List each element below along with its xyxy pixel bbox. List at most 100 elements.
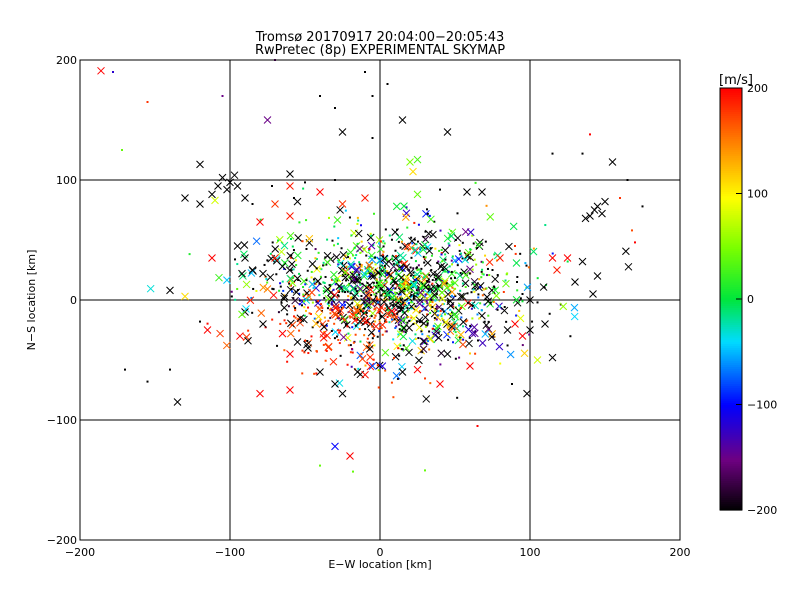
data-point-dot-c325 [415, 243, 418, 246]
colorbar-segment [720, 199, 742, 203]
data-point-dot-c3 [473, 258, 476, 261]
data-point-x-c1351 [296, 314, 305, 323]
data-point-x-c961 [461, 255, 470, 264]
data-point-x-c1252 [358, 354, 367, 363]
data-point-dot-c711 [447, 333, 450, 336]
data-point-x-13 [398, 116, 407, 124]
colorbar-segment [720, 286, 742, 290]
data-point-x-c745 [239, 272, 247, 280]
data-point-x-c1258 [347, 305, 355, 314]
data-point-dot-c354 [359, 269, 362, 272]
data-point-dot-c968 [402, 344, 405, 347]
data-point-x-c1395 [468, 329, 477, 338]
data-point-x-46 [463, 188, 471, 196]
data-point-x-c1222 [400, 324, 408, 332]
data-point-x-112 [338, 389, 347, 398]
data-point-dot-c1284 [362, 310, 365, 313]
data-point-dot-c1377 [455, 334, 458, 337]
data-point-x-66 [578, 257, 587, 266]
colorbar-segment [720, 193, 742, 197]
colorbar-segment [720, 109, 742, 112]
data-point-dot-c470 [288, 282, 291, 285]
data-point-dot-c32 [410, 236, 413, 239]
data-point-dot-c1308 [431, 327, 434, 330]
data-point-dot-c651 [422, 235, 425, 238]
data-point-dot-c1151 [368, 309, 371, 312]
data-point-dot-c647 [496, 308, 499, 311]
colorbar-segment [720, 343, 742, 347]
colorbar-segment [720, 138, 742, 142]
colorbar-segment [720, 322, 742, 325]
data-point-x-c1121 [327, 295, 336, 303]
data-point-dot-c248 [388, 234, 391, 237]
data-point-x-26 [196, 200, 204, 208]
data-point-x-c1389 [451, 312, 460, 321]
data-point-x-c579 [427, 215, 435, 224]
colorbar-segment [720, 332, 742, 336]
data-point-dot-c370 [355, 254, 358, 257]
data-point-dot-c1397 [301, 240, 304, 243]
data-point-x-c790 [349, 284, 357, 293]
data-point-dot-c17 [347, 344, 350, 347]
data-point-dot-c788 [303, 351, 306, 354]
data-point-dot-c358 [430, 268, 433, 271]
data-point-dot-c391 [439, 229, 442, 232]
data-point-dot-51 [589, 133, 591, 136]
data-point-dot-c1343 [314, 257, 317, 260]
data-point-dot-c521 [353, 246, 356, 249]
data-point-dot-c1356 [359, 305, 362, 308]
data-point-dot-c1011 [280, 301, 283, 304]
data-point-x-c132 [375, 236, 384, 244]
data-point-dot-c916 [322, 289, 325, 292]
data-point-dot-c196 [294, 316, 297, 319]
colorbar-segment [720, 284, 742, 287]
data-point-dot-c44 [337, 338, 340, 341]
colorbar-segment [720, 491, 742, 494]
colorbar-segment [720, 497, 742, 501]
data-point-dot-c176 [532, 247, 535, 250]
data-point-dot-c693 [359, 283, 362, 286]
data-point-dot-c1325 [294, 259, 297, 262]
data-point-dot-c1316 [466, 292, 469, 295]
data-point-x-c558 [391, 228, 400, 236]
data-point-x-c694 [399, 253, 407, 262]
data-point-dot-c1233 [302, 293, 305, 296]
data-point-dot-c310 [439, 310, 442, 313]
data-point-dot-c1211 [417, 268, 420, 271]
data-point-x-18 [226, 178, 234, 187]
colorbar-segment [720, 92, 742, 95]
data-point-dot-c1198 [416, 269, 419, 272]
data-point-dot-c962 [365, 290, 368, 293]
data-point-dot-c1000 [269, 252, 272, 255]
data-point-x-c582 [222, 341, 231, 350]
data-point-x-c1100 [415, 356, 423, 365]
data-point-x-c839 [475, 283, 483, 292]
data-point-x-c298 [466, 265, 474, 274]
colorbar-segment [720, 147, 742, 150]
colorbar-segment [720, 229, 742, 233]
data-point-dot-c1025 [349, 315, 352, 318]
data-point-x-c1015 [487, 286, 496, 295]
data-point-dot-c361 [461, 257, 464, 260]
data-point-dot-c1035 [444, 270, 447, 273]
colorbar-segment [720, 98, 742, 102]
data-point-dot-c62 [319, 319, 322, 322]
data-point-dot-c1244 [345, 323, 348, 326]
data-point-dot-c1147 [428, 280, 431, 283]
data-point-x-c466 [426, 292, 434, 300]
data-point-dot-c822 [400, 306, 403, 309]
colorbar-segment [720, 429, 742, 433]
data-point-dot-c292 [407, 310, 410, 313]
data-point-dot-c1199 [470, 291, 473, 294]
data-point-dot-c227 [348, 216, 351, 219]
data-point-dot-c834 [386, 273, 389, 276]
data-point-dot-c202 [480, 260, 483, 263]
data-point-dot-c1167 [391, 318, 394, 321]
data-point-dot-c1051 [343, 319, 346, 322]
data-point-x-20 [223, 185, 231, 194]
data-point-dot-c1145 [482, 288, 485, 291]
data-point-dot-c681 [303, 339, 306, 342]
data-point-dot-11 [386, 83, 389, 85]
data-point-dot-c642 [432, 324, 435, 327]
data-point-dot-c689 [286, 360, 289, 363]
